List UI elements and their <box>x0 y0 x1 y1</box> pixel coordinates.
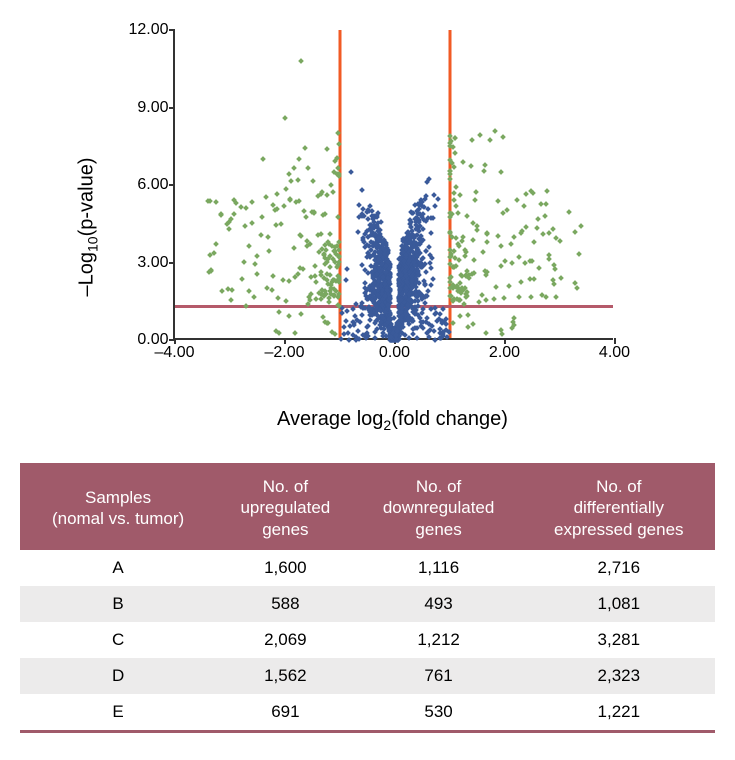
table-row: D1,5627612,323 <box>20 658 715 694</box>
value-cell: 2,716 <box>523 550 715 586</box>
value-cell: 1,081 <box>523 586 715 622</box>
deg-summary-table: Samples(nomal vs. tumor)No. ofupregulate… <box>20 463 715 733</box>
x-tick-label: 2.00 <box>489 344 520 362</box>
table-header: Samples(nomal vs. tumor)No. ofupregulate… <box>20 465 715 550</box>
table-column-header: No. ofdifferentiallyexpressed genes <box>523 465 715 550</box>
x-tick-label: 4.00 <box>599 344 630 362</box>
table-body: A1,6001,1162,716B5884931,081C2,0691,2123… <box>20 550 715 732</box>
table-column-header: Samples(nomal vs. tumor) <box>20 465 216 550</box>
sample-cell: A <box>20 550 216 586</box>
x-tick-label: 0.00 <box>379 344 410 362</box>
table-row: B5884931,081 <box>20 586 715 622</box>
sample-cell: E <box>20 694 216 732</box>
value-cell: 1,116 <box>355 550 523 586</box>
value-cell: 1,221 <box>523 694 715 732</box>
value-cell: 1,562 <box>216 658 354 694</box>
value-cell: 691 <box>216 694 354 732</box>
y-tick-label: 6.00 <box>137 176 168 194</box>
pvalue-threshold-line <box>175 305 613 308</box>
value-cell: 2,069 <box>216 622 354 658</box>
value-cell: 588 <box>216 586 354 622</box>
y-tick-label: 9.00 <box>137 99 168 117</box>
x-axis-label: Average log2(fold change) <box>148 408 638 433</box>
sample-cell: D <box>20 658 216 694</box>
volcano-plot: –Log10(p-value) 0.003.006.009.0012.00–4.… <box>98 20 638 433</box>
y-tick-label: 12.00 <box>128 21 168 39</box>
value-cell: 2,323 <box>523 658 715 694</box>
value-cell: 1,600 <box>216 550 354 586</box>
x-tick-label: –2.00 <box>264 344 304 362</box>
chart-area: 0.003.006.009.0012.00–4.00–2.000.002.004… <box>98 20 638 380</box>
table-row: C2,0691,2123,281 <box>20 622 715 658</box>
sample-cell: B <box>20 586 216 622</box>
table-row: A1,6001,1162,716 <box>20 550 715 586</box>
value-cell: 761 <box>355 658 523 694</box>
value-cell: 1,212 <box>355 622 523 658</box>
value-cell: 3,281 <box>523 622 715 658</box>
table-column-header: No. ofdownregulatedgenes <box>355 465 523 550</box>
plot-region: 0.003.006.009.0012.00–4.00–2.000.002.004… <box>173 30 613 340</box>
y-axis-label: –Log10(p-value) <box>75 157 100 296</box>
table-row: E6915301,221 <box>20 694 715 732</box>
sample-cell: C <box>20 622 216 658</box>
value-cell: 493 <box>355 586 523 622</box>
y-tick-label: 3.00 <box>137 254 168 272</box>
value-cell: 530 <box>355 694 523 732</box>
table-column-header: No. ofupregulatedgenes <box>216 465 354 550</box>
x-tick-label: –4.00 <box>154 344 194 362</box>
